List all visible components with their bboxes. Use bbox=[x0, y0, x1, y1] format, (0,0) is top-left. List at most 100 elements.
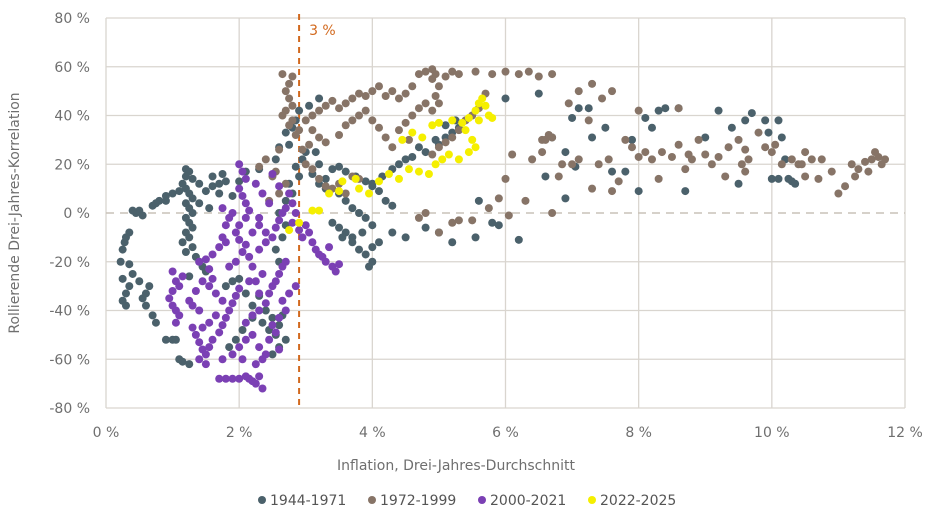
data-point bbox=[251, 277, 260, 286]
data-point bbox=[414, 104, 423, 113]
data-point bbox=[374, 238, 383, 247]
data-point bbox=[654, 106, 663, 115]
legend-item: 1972-1999 bbox=[368, 493, 456, 509]
data-point bbox=[598, 94, 607, 103]
data-point bbox=[404, 165, 413, 174]
data-point bbox=[235, 184, 244, 193]
data-point bbox=[335, 104, 344, 113]
data-point bbox=[208, 250, 217, 259]
data-point bbox=[741, 116, 750, 125]
data-point bbox=[315, 206, 324, 215]
data-point bbox=[255, 306, 264, 315]
legend-marker bbox=[588, 496, 596, 504]
data-point bbox=[761, 143, 770, 152]
data-point bbox=[461, 126, 470, 135]
data-point bbox=[291, 162, 300, 171]
data-point bbox=[428, 150, 437, 159]
data-point bbox=[321, 182, 330, 191]
data-point bbox=[278, 70, 287, 79]
y-tick-label: -60 % bbox=[49, 352, 90, 368]
data-point bbox=[368, 116, 377, 125]
data-point bbox=[408, 82, 417, 91]
legend-marker bbox=[258, 496, 266, 504]
data-point bbox=[168, 267, 177, 276]
y-tick-label: 80 % bbox=[54, 11, 90, 27]
data-point bbox=[398, 135, 407, 144]
data-point bbox=[628, 143, 637, 152]
data-point bbox=[291, 131, 300, 139]
data-point bbox=[271, 277, 280, 286]
legend-label: 2000-2021 bbox=[490, 493, 566, 509]
legend-item: 2000-2021 bbox=[478, 493, 566, 509]
data-point bbox=[421, 67, 430, 76]
data-point bbox=[301, 160, 310, 169]
data-point bbox=[561, 148, 570, 157]
data-point bbox=[335, 187, 344, 196]
data-point bbox=[767, 174, 776, 183]
data-point bbox=[365, 189, 374, 198]
data-point bbox=[258, 384, 267, 393]
data-point bbox=[474, 116, 483, 125]
data-point bbox=[771, 140, 780, 149]
data-point bbox=[231, 257, 240, 266]
data-point bbox=[348, 94, 357, 103]
data-point bbox=[261, 299, 270, 308]
legend-label: 1972-1999 bbox=[380, 493, 456, 509]
data-point bbox=[634, 152, 643, 161]
data-point bbox=[448, 67, 457, 76]
y-tick-label: -40 % bbox=[49, 304, 90, 320]
data-point bbox=[221, 238, 230, 247]
data-point bbox=[514, 235, 523, 244]
data-point bbox=[151, 318, 160, 327]
data-point bbox=[175, 311, 184, 320]
x-tick-label: 6 % bbox=[492, 425, 519, 441]
data-point bbox=[374, 187, 383, 196]
data-point bbox=[448, 116, 457, 125]
data-point bbox=[185, 296, 194, 305]
x-tick-label: 10 % bbox=[754, 425, 790, 441]
data-point bbox=[211, 289, 220, 298]
data-point bbox=[508, 150, 517, 159]
data-point bbox=[285, 189, 294, 198]
data-point bbox=[278, 296, 287, 305]
data-point bbox=[488, 113, 497, 122]
data-point bbox=[647, 123, 656, 132]
data-point bbox=[867, 155, 876, 164]
data-point bbox=[504, 211, 513, 220]
data-point bbox=[847, 160, 856, 169]
y-tick-label: 40 % bbox=[54, 109, 90, 125]
data-point bbox=[275, 189, 284, 198]
data-point bbox=[361, 177, 370, 186]
data-point bbox=[434, 118, 443, 127]
data-point bbox=[235, 235, 244, 244]
data-point bbox=[285, 121, 294, 130]
x-axis-ticks: 0 % 2 % 4 % 6 % 8 % 10 % 12 % bbox=[93, 425, 923, 441]
data-point bbox=[701, 150, 710, 159]
data-point bbox=[188, 243, 197, 252]
data-point bbox=[667, 152, 676, 161]
data-point bbox=[218, 296, 227, 305]
data-point bbox=[608, 167, 617, 176]
data-point bbox=[841, 182, 850, 191]
y-tick-label: -80 % bbox=[49, 401, 90, 417]
data-point bbox=[428, 65, 437, 74]
data-point bbox=[161, 191, 170, 200]
data-point bbox=[404, 135, 413, 144]
data-point bbox=[764, 128, 773, 137]
data-point bbox=[291, 282, 300, 291]
data-point bbox=[261, 238, 270, 247]
data-point bbox=[168, 287, 177, 295]
data-point bbox=[255, 221, 264, 230]
data-point bbox=[265, 289, 274, 298]
data-point bbox=[494, 194, 503, 203]
data-point bbox=[281, 196, 290, 205]
data-point bbox=[145, 282, 154, 291]
data-point bbox=[428, 106, 437, 115]
data-point bbox=[235, 343, 244, 352]
data-point bbox=[191, 330, 200, 339]
data-point bbox=[414, 143, 423, 152]
data-point bbox=[744, 155, 753, 164]
data-point bbox=[181, 172, 190, 181]
data-point bbox=[358, 228, 367, 237]
data-point bbox=[271, 245, 280, 254]
